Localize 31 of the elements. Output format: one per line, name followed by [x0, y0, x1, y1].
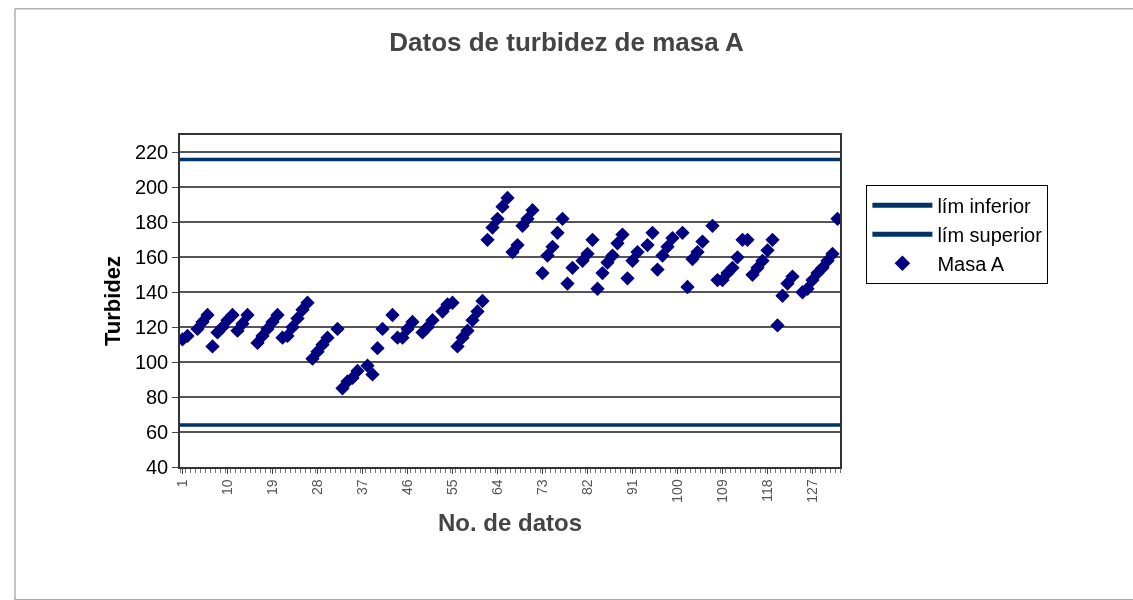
x-tick-label: 37	[354, 479, 371, 495]
y-tick-label: 120	[134, 316, 169, 339]
legend-label: lím superior	[937, 224, 1043, 247]
x-tick-label: 64	[489, 479, 506, 495]
y-tick-label: 80	[146, 386, 169, 409]
x-tick-label: 1	[174, 479, 191, 488]
y-tick-label: 160	[134, 246, 169, 269]
x-tick-label: 46	[399, 479, 416, 495]
x-tick-label: 55	[444, 479, 461, 495]
x-tick-label: 100	[669, 479, 686, 503]
y-tick-label: 100	[134, 351, 169, 374]
x-axis-title: No. de datos	[437, 508, 583, 536]
y-tick-label: 200	[134, 176, 169, 199]
y-tick-label: 40	[146, 456, 169, 478]
x-tick-label: 109	[714, 479, 731, 503]
y-tick-label: 140	[134, 281, 169, 304]
legend-label: Masa A	[937, 253, 1005, 276]
x-tick-label: 73	[534, 479, 551, 495]
chart-title: Datos de turbidez de masa A	[389, 27, 744, 58]
x-tick-label: 19	[264, 479, 281, 495]
x-tick-label: 82	[579, 479, 596, 495]
y-axis-title: Turbidez	[100, 255, 126, 347]
x-tick-label: 28	[309, 479, 326, 495]
y-tick-label: 220	[134, 141, 169, 164]
x-tick-label: 118	[759, 479, 776, 502]
legend-label: lím inferior	[937, 195, 1032, 218]
x-tick-label: 127	[804, 479, 821, 503]
y-tick-label: 60	[146, 421, 169, 444]
y-tick-label: 180	[134, 211, 169, 234]
x-tick-label: 91	[624, 479, 641, 495]
x-tick-label: 10	[219, 479, 236, 495]
